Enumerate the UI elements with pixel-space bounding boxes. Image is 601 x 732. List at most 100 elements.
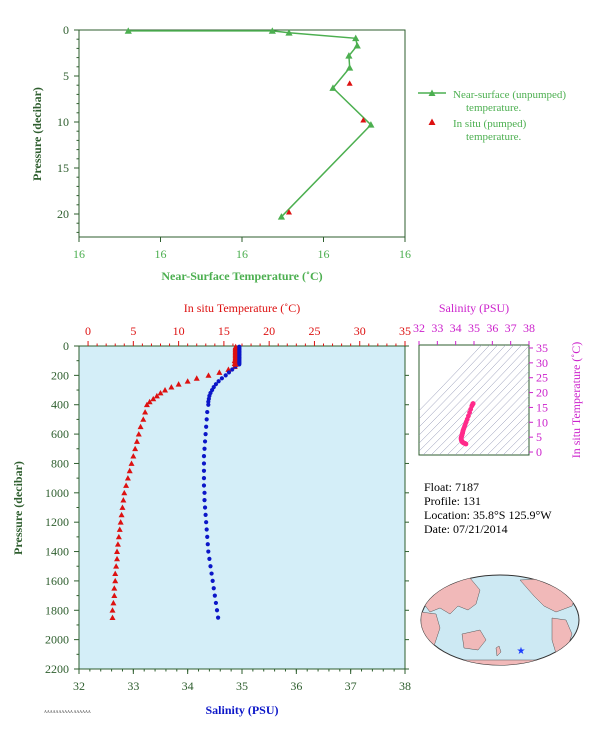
salinity-point [204,520,209,525]
map-antarctica [429,659,571,665]
profile-top-tick-label: 25 [308,324,320,338]
profile-top-tick-label: 0 [85,324,91,338]
salinity-point [202,498,207,503]
profile-top-tick-label: 20 [263,324,275,338]
ts-density-contour [462,387,529,455]
temperature-point [112,577,119,584]
ts-y-tick-label: 5 [536,430,542,444]
profile-y-tick-label: 400 [51,398,69,412]
salinity-point [203,431,208,437]
temperature-point [109,607,116,613]
ts-density-contour [486,412,529,455]
profile-date: Date: 07/21/2014 [424,522,508,536]
salinity-point [206,402,211,407]
salinity-surface-point [237,362,242,367]
salinity-point [210,578,215,584]
float-location: Location: 35.8°S 125.9°W [424,508,552,522]
ts-y-tick-label: 20 [536,386,548,400]
temperature-point [175,381,182,387]
ts-density-contour [478,404,529,455]
ts-density-contour [422,345,529,455]
near-surface-pumped-point [360,117,367,123]
ts-ylabel: In situ Temperature (˚C) [569,342,583,459]
ts-xlabel: Salinity (PSU) [439,301,509,315]
footnote: AAAAAAAAAA AAAAAA [44,709,91,714]
ts-density-contour [518,444,529,455]
salinity-point [201,476,207,481]
profile-axes: 0200400600800100012001400160018002000220… [45,324,411,693]
ts-density-contour [419,345,523,452]
temperature-point [133,438,140,444]
salinity-point [204,527,209,532]
map-australia [461,629,487,651]
ts-x-tick-label: 36 [486,321,498,335]
salinity-point [203,512,208,517]
temperature-point [112,570,119,576]
ts-point [469,402,475,408]
legend-triangle-icon [428,89,436,96]
temperature-point [143,401,150,408]
near-surface-pumped-point [286,209,293,215]
world-map: ★ [420,574,580,666]
ts-density-contour [526,452,529,455]
salinity-point [202,505,208,510]
temperature-point [146,398,153,405]
near-surface-y-tick-label: 15 [57,161,69,175]
near-surface-xlabel: Near-Surface Temperature (˚C) [161,269,322,283]
ts-density-contour [446,370,529,455]
temperature-point [205,372,212,378]
near-surface-unpumped-point [124,27,132,34]
temperature-point [135,431,142,437]
ts-x-tick-label: 32 [413,321,425,335]
salinity-point [206,549,211,554]
near-surface-unpumped-point [345,52,353,59]
profile-y-tick-label: 1400 [45,545,69,559]
near-surface-x-tick-label: 16 [155,247,167,261]
profile-y-tick-label: 200 [51,368,69,382]
temperature-point [128,460,135,466]
ts-y-tick-label: 30 [536,356,548,370]
profile-y-tick-label: 800 [51,456,69,470]
profile-top-tick-label: 5 [130,324,136,338]
near-surface-unpumped-point [353,42,361,49]
ts-y-tick-label: 25 [536,371,548,385]
temperature-point [216,369,223,375]
salinity-point [226,370,232,375]
ts-y-tick-label: 15 [536,400,548,414]
ts-series [458,401,476,447]
salinity-point [216,379,221,384]
temperature-point [109,614,116,621]
near-surface-unpumped-point [329,84,337,91]
salinity-point [202,446,207,451]
temperature-point [157,389,164,396]
temperature-point [114,548,121,554]
near-surface-series [124,27,375,220]
near-surface-x-tick-label: 16 [318,247,330,261]
ts-x-tick-label: 33 [431,321,443,335]
ts-point [466,413,471,419]
profile-y-tick-label: 2000 [45,633,69,647]
profile-top-tick-label: 30 [354,324,366,338]
salinity-point [205,542,210,547]
float-id: Float: 7187 [424,480,479,494]
near-surface-x-tick-label: 16 [399,247,411,261]
ts-density-contour [430,353,529,455]
near-surface-y-tick-label: 10 [57,115,69,129]
near-surface-x-tick-label: 16 [236,247,248,261]
salinity-point [230,367,235,372]
ts-y-tick-label: 0 [536,445,542,459]
profile-ylabel: Pressure (decibar) [11,461,25,555]
temperature-point [111,592,118,598]
salinity-point [204,417,209,422]
profile-bottom-tick-label: 38 [399,679,411,693]
near-surface-chart: 0 5 10 15 20 16 16 16 16 16 Pressure (decibar) Ne… [30,23,411,283]
ts-density-contour [419,345,507,436]
float-position-star-icon: ★ [517,646,526,657]
salinity-point [213,600,219,606]
ts-y-tick-label: 10 [536,415,548,429]
salinity-point [208,564,213,569]
salinity-point [205,534,210,539]
temperature-point [184,378,191,384]
